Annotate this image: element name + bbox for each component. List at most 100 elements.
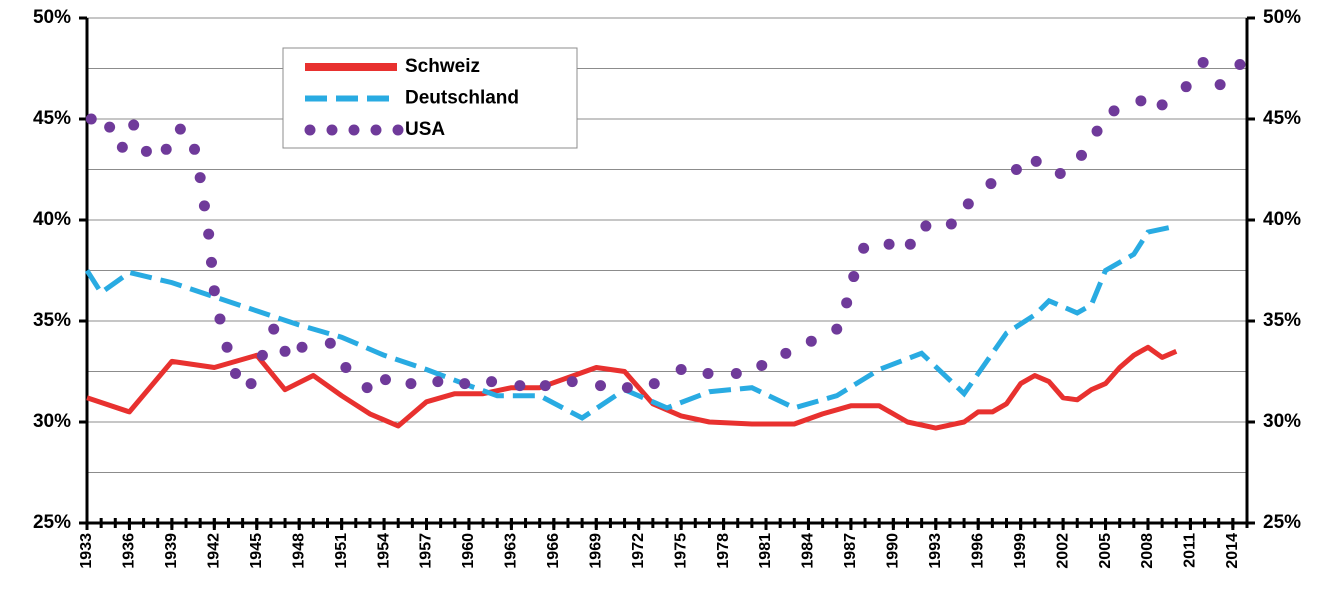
data-point xyxy=(256,349,268,361)
data-point xyxy=(160,143,172,155)
x-tick-label: 1954 xyxy=(375,533,392,569)
x-tick-label: 1978 xyxy=(715,533,732,569)
x-tick-label: 1936 xyxy=(121,533,138,569)
data-point xyxy=(85,113,97,125)
data-point xyxy=(459,378,471,390)
data-point xyxy=(702,368,714,380)
x-tick-label: 2014 xyxy=(1224,533,1241,569)
legend-label: Schweiz xyxy=(405,56,480,77)
data-point xyxy=(116,141,128,153)
data-point xyxy=(432,376,444,388)
data-point xyxy=(1214,79,1226,91)
x-tick-label: 1975 xyxy=(672,533,689,569)
data-point xyxy=(841,297,853,309)
data-point xyxy=(730,368,742,380)
y-tick-label: 25% xyxy=(33,512,71,533)
x-tick-label: 1933 xyxy=(78,533,95,569)
legend-swatch xyxy=(392,124,404,136)
data-point xyxy=(174,123,186,135)
data-point xyxy=(883,238,895,250)
data-point xyxy=(128,119,140,131)
data-point xyxy=(756,359,768,371)
data-point xyxy=(648,378,660,390)
data-point xyxy=(379,374,391,386)
x-tick-label: 2008 xyxy=(1139,533,1156,569)
y2-tick-label: 40% xyxy=(1263,209,1301,230)
data-point xyxy=(920,220,932,232)
legend-label: Deutschland xyxy=(405,88,519,109)
x-tick-label: 1996 xyxy=(969,533,986,569)
data-point xyxy=(245,378,257,390)
data-point xyxy=(1156,99,1168,111)
data-point xyxy=(296,341,308,353)
data-point xyxy=(805,335,817,347)
data-point xyxy=(104,121,116,133)
data-point xyxy=(221,341,233,353)
y-tick-label: 35% xyxy=(33,310,71,331)
x-tick-label: 2011 xyxy=(1182,533,1199,568)
y2-tick-label: 25% xyxy=(1263,512,1301,533)
data-point xyxy=(1108,105,1120,117)
data-point xyxy=(621,382,633,394)
data-point xyxy=(1234,58,1246,70)
data-point xyxy=(514,380,526,392)
data-point xyxy=(539,380,551,392)
data-point xyxy=(486,376,498,388)
data-point xyxy=(1010,164,1022,175)
legend-swatch xyxy=(370,124,382,136)
data-point xyxy=(1091,125,1103,137)
x-tick-label: 1966 xyxy=(545,533,562,569)
legend-swatch xyxy=(326,124,338,136)
x-tick-label: 1999 xyxy=(1012,533,1029,569)
x-tick-label: 1987 xyxy=(842,533,859,569)
legend-label: USA xyxy=(405,119,445,140)
data-point xyxy=(848,271,860,283)
data-point xyxy=(340,361,352,373)
y-tick-label: 45% xyxy=(33,108,71,129)
data-point xyxy=(566,376,578,388)
data-point xyxy=(230,368,242,380)
x-tick-label: 2005 xyxy=(1097,533,1114,569)
data-point xyxy=(595,380,607,392)
y2-tick-label: 35% xyxy=(1263,310,1301,331)
y2-tick-label: 45% xyxy=(1263,108,1301,129)
x-tick-label: 1960 xyxy=(460,533,477,569)
data-point xyxy=(208,285,220,297)
legend-swatch xyxy=(348,124,360,136)
x-tick-label: 1963 xyxy=(503,533,520,569)
data-point xyxy=(831,323,843,335)
data-point xyxy=(214,313,226,325)
data-point xyxy=(198,200,210,212)
data-point xyxy=(985,178,997,190)
data-point xyxy=(780,347,792,359)
x-tick-label: 2002 xyxy=(1054,533,1071,569)
data-point xyxy=(140,145,152,157)
data-point xyxy=(945,218,957,230)
data-point xyxy=(858,242,870,254)
x-tick-label: 1981 xyxy=(757,533,774,569)
data-point xyxy=(904,238,916,250)
y-tick-label: 50% xyxy=(33,7,71,28)
data-point xyxy=(189,143,201,155)
x-tick-label: 1969 xyxy=(587,533,604,569)
x-tick-label: 1957 xyxy=(418,533,435,569)
data-point xyxy=(1030,155,1042,167)
data-point xyxy=(962,198,974,210)
data-point xyxy=(203,228,215,240)
data-point xyxy=(324,337,336,349)
y-tick-label: 40% xyxy=(33,209,71,230)
data-point xyxy=(205,256,217,268)
x-tick-label: 1945 xyxy=(248,533,265,569)
data-point xyxy=(1197,56,1209,68)
x-tick-label: 1990 xyxy=(885,533,902,569)
data-point xyxy=(1180,81,1192,93)
x-tick-label: 1942 xyxy=(206,533,223,569)
x-tick-label: 1939 xyxy=(163,533,180,569)
legend-swatch xyxy=(304,124,316,136)
y2-tick-label: 50% xyxy=(1263,7,1301,28)
x-tick-label: 1972 xyxy=(630,533,647,569)
data-point xyxy=(361,382,373,394)
data-point xyxy=(194,172,206,184)
data-point xyxy=(1054,168,1066,180)
